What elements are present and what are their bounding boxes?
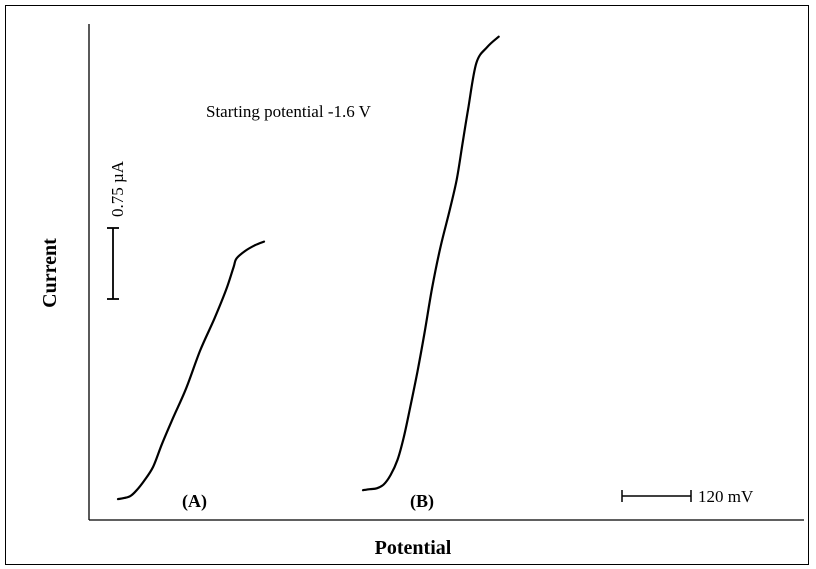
figure-frame: Starting potential -1.6 V 0.75 µA 120 mV…: [5, 5, 809, 565]
x-axis-title: Potential: [375, 537, 452, 559]
series-line-b: [361, 35, 500, 492]
plot-svg: Starting potential -1.6 V 0.75 µA 120 mV…: [39, 24, 804, 559]
current-scale-label: 0.75 µA: [108, 160, 127, 217]
y-axis-title: Current: [39, 238, 61, 308]
current-scale-bar: [107, 227, 119, 300]
potential-scale-label: 120 mV: [698, 487, 754, 506]
series-line-a: [116, 240, 266, 501]
annotation-text: Starting potential -1.6 V: [206, 102, 372, 121]
series-label-b: (B): [410, 491, 434, 512]
series-label-a: (A): [182, 491, 207, 512]
potential-scale-bar: [621, 490, 692, 502]
